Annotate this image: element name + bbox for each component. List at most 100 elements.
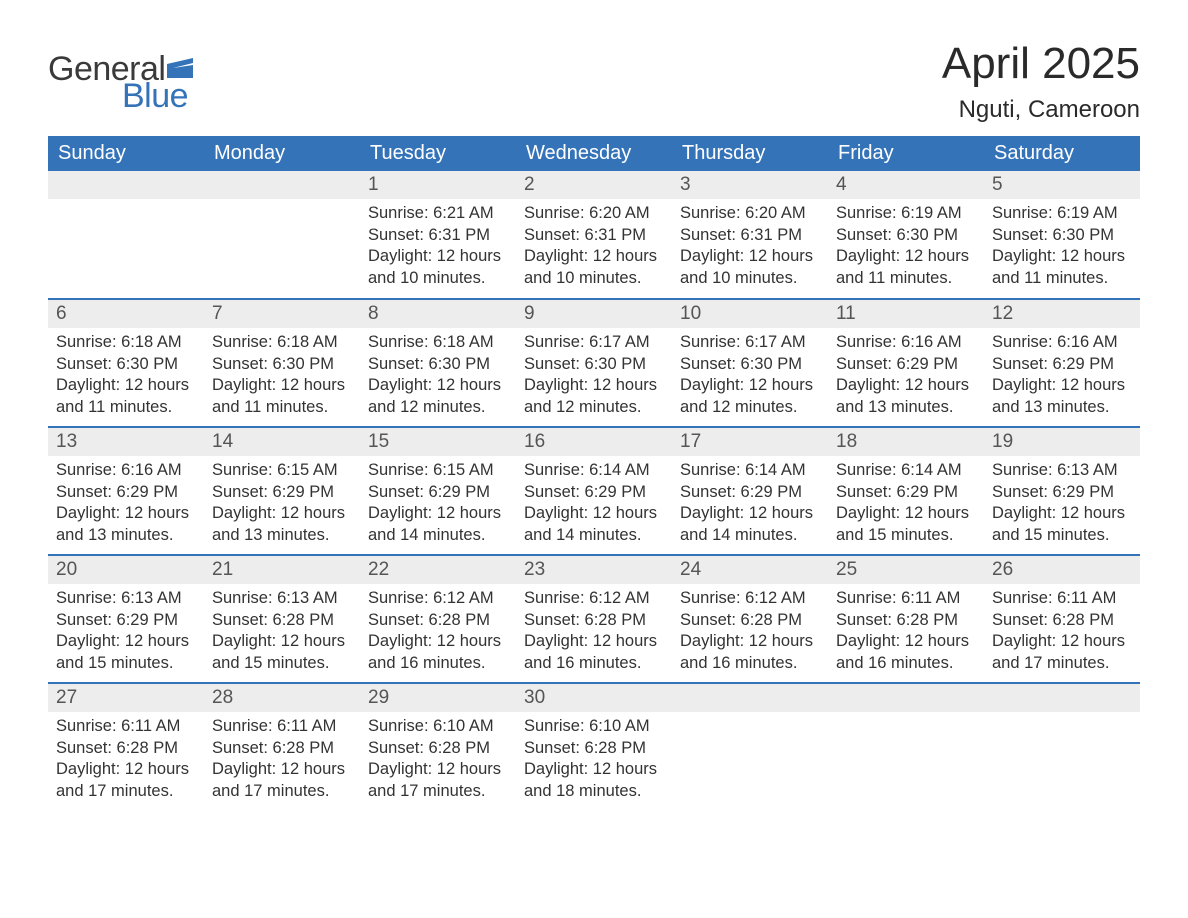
day-header: Tuesday — [360, 136, 516, 171]
sunrise-line: Sunrise: 6:13 AM — [212, 588, 352, 609]
day-number: 20 — [48, 556, 204, 584]
sunrise-line: Sunrise: 6:17 AM — [680, 332, 820, 353]
daylight-line: Daylight: 12 hours and 11 minutes. — [56, 375, 196, 418]
sunrise-line: Sunrise: 6:13 AM — [992, 460, 1132, 481]
day-header-row: Sunday Monday Tuesday Wednesday Thursday… — [48, 136, 1140, 171]
daylight-line: Daylight: 12 hours and 13 minutes. — [56, 503, 196, 546]
sunset-line: Sunset: 6:30 PM — [524, 354, 664, 375]
calendar-week: 13Sunrise: 6:16 AMSunset: 6:29 PMDayligh… — [48, 427, 1140, 555]
header: General Blue April 2025 Nguti, Cameroon — [48, 40, 1140, 124]
daylight-line: Daylight: 12 hours and 13 minutes. — [212, 503, 352, 546]
day-details: Sunrise: 6:20 AMSunset: 6:31 PMDaylight:… — [516, 199, 672, 297]
calendar-page: General Blue April 2025 Nguti, Cameroon … — [0, 0, 1188, 851]
logo: General Blue — [48, 50, 193, 116]
day-number: 11 — [828, 300, 984, 328]
month-title: April 2025 — [942, 40, 1140, 88]
day-header: Friday — [828, 136, 984, 171]
day-details: Sunrise: 6:11 AMSunset: 6:28 PMDaylight:… — [204, 712, 360, 810]
sunrise-line: Sunrise: 6:12 AM — [680, 588, 820, 609]
sunrise-line: Sunrise: 6:11 AM — [836, 588, 976, 609]
calendar-table: Sunday Monday Tuesday Wednesday Thursday… — [48, 136, 1140, 811]
day-number: 9 — [516, 300, 672, 328]
sunset-line: Sunset: 6:29 PM — [212, 482, 352, 503]
calendar-cell: 26Sunrise: 6:11 AMSunset: 6:28 PMDayligh… — [984, 555, 1140, 683]
sunset-line: Sunset: 6:31 PM — [680, 225, 820, 246]
day-number: 23 — [516, 556, 672, 584]
day-number: 22 — [360, 556, 516, 584]
calendar-week: 1Sunrise: 6:21 AMSunset: 6:31 PMDaylight… — [48, 171, 1140, 299]
calendar-cell: 5Sunrise: 6:19 AMSunset: 6:30 PMDaylight… — [984, 171, 1140, 299]
day-details: Sunrise: 6:18 AMSunset: 6:30 PMDaylight:… — [48, 328, 204, 426]
calendar-cell: 1Sunrise: 6:21 AMSunset: 6:31 PMDaylight… — [360, 171, 516, 299]
sunset-line: Sunset: 6:30 PM — [836, 225, 976, 246]
calendar-cell — [828, 683, 984, 811]
sunset-line: Sunset: 6:29 PM — [368, 482, 508, 503]
calendar-cell: 18Sunrise: 6:14 AMSunset: 6:29 PMDayligh… — [828, 427, 984, 555]
day-details: Sunrise: 6:19 AMSunset: 6:30 PMDaylight:… — [984, 199, 1140, 297]
day-number: 2 — [516, 171, 672, 199]
day-details: Sunrise: 6:16 AMSunset: 6:29 PMDaylight:… — [828, 328, 984, 426]
calendar-cell: 24Sunrise: 6:12 AMSunset: 6:28 PMDayligh… — [672, 555, 828, 683]
calendar-cell: 6Sunrise: 6:18 AMSunset: 6:30 PMDaylight… — [48, 299, 204, 427]
sunrise-line: Sunrise: 6:17 AM — [524, 332, 664, 353]
day-number: 1 — [360, 171, 516, 199]
sunrise-line: Sunrise: 6:14 AM — [680, 460, 820, 481]
calendar-week: 20Sunrise: 6:13 AMSunset: 6:29 PMDayligh… — [48, 555, 1140, 683]
day-details: Sunrise: 6:13 AMSunset: 6:29 PMDaylight:… — [48, 584, 204, 682]
calendar-cell: 8Sunrise: 6:18 AMSunset: 6:30 PMDaylight… — [360, 299, 516, 427]
day-number: 26 — [984, 556, 1140, 584]
day-details: Sunrise: 6:13 AMSunset: 6:29 PMDaylight:… — [984, 456, 1140, 554]
day-number: 4 — [828, 171, 984, 199]
sunset-line: Sunset: 6:29 PM — [992, 354, 1132, 375]
sunrise-line: Sunrise: 6:18 AM — [212, 332, 352, 353]
day-number: 3 — [672, 171, 828, 199]
day-details: Sunrise: 6:14 AMSunset: 6:29 PMDaylight:… — [672, 456, 828, 554]
calendar-cell — [984, 683, 1140, 811]
calendar-cell — [48, 171, 204, 299]
daylight-line: Daylight: 12 hours and 15 minutes. — [56, 631, 196, 674]
day-details: Sunrise: 6:11 AMSunset: 6:28 PMDaylight:… — [828, 584, 984, 682]
sunrise-line: Sunrise: 6:10 AM — [524, 716, 664, 737]
sunrise-line: Sunrise: 6:11 AM — [212, 716, 352, 737]
calendar-cell: 3Sunrise: 6:20 AMSunset: 6:31 PMDaylight… — [672, 171, 828, 299]
day-details: Sunrise: 6:11 AMSunset: 6:28 PMDaylight:… — [984, 584, 1140, 682]
calendar-cell: 23Sunrise: 6:12 AMSunset: 6:28 PMDayligh… — [516, 555, 672, 683]
day-details: Sunrise: 6:12 AMSunset: 6:28 PMDaylight:… — [672, 584, 828, 682]
day-number — [204, 171, 360, 199]
sunrise-line: Sunrise: 6:10 AM — [368, 716, 508, 737]
day-details: Sunrise: 6:15 AMSunset: 6:29 PMDaylight:… — [360, 456, 516, 554]
sunrise-line: Sunrise: 6:21 AM — [368, 203, 508, 224]
sunrise-line: Sunrise: 6:16 AM — [56, 460, 196, 481]
sunrise-line: Sunrise: 6:19 AM — [836, 203, 976, 224]
calendar-cell: 19Sunrise: 6:13 AMSunset: 6:29 PMDayligh… — [984, 427, 1140, 555]
sunset-line: Sunset: 6:30 PM — [56, 354, 196, 375]
daylight-line: Daylight: 12 hours and 15 minutes. — [836, 503, 976, 546]
sunrise-line: Sunrise: 6:11 AM — [992, 588, 1132, 609]
daylight-line: Daylight: 12 hours and 16 minutes. — [524, 631, 664, 674]
calendar-cell: 17Sunrise: 6:14 AMSunset: 6:29 PMDayligh… — [672, 427, 828, 555]
day-details: Sunrise: 6:19 AMSunset: 6:30 PMDaylight:… — [828, 199, 984, 297]
calendar-cell: 14Sunrise: 6:15 AMSunset: 6:29 PMDayligh… — [204, 427, 360, 555]
sunrise-line: Sunrise: 6:20 AM — [680, 203, 820, 224]
sunset-line: Sunset: 6:30 PM — [368, 354, 508, 375]
title-block: April 2025 Nguti, Cameroon — [942, 40, 1140, 124]
sunset-line: Sunset: 6:29 PM — [524, 482, 664, 503]
calendar-cell: 21Sunrise: 6:13 AMSunset: 6:28 PMDayligh… — [204, 555, 360, 683]
sunrise-line: Sunrise: 6:15 AM — [368, 460, 508, 481]
day-details: Sunrise: 6:12 AMSunset: 6:28 PMDaylight:… — [360, 584, 516, 682]
day-details — [984, 712, 1140, 724]
sunset-line: Sunset: 6:29 PM — [836, 482, 976, 503]
day-details — [204, 199, 360, 211]
calendar-cell: 20Sunrise: 6:13 AMSunset: 6:29 PMDayligh… — [48, 555, 204, 683]
day-header: Monday — [204, 136, 360, 171]
day-details: Sunrise: 6:14 AMSunset: 6:29 PMDaylight:… — [516, 456, 672, 554]
daylight-line: Daylight: 12 hours and 15 minutes. — [992, 503, 1132, 546]
day-details: Sunrise: 6:20 AMSunset: 6:31 PMDaylight:… — [672, 199, 828, 297]
daylight-line: Daylight: 12 hours and 16 minutes. — [836, 631, 976, 674]
logo-text-blue: Blue — [122, 77, 188, 116]
day-details — [828, 712, 984, 724]
day-details: Sunrise: 6:17 AMSunset: 6:30 PMDaylight:… — [672, 328, 828, 426]
calendar-cell: 15Sunrise: 6:15 AMSunset: 6:29 PMDayligh… — [360, 427, 516, 555]
day-header: Saturday — [984, 136, 1140, 171]
day-number: 25 — [828, 556, 984, 584]
